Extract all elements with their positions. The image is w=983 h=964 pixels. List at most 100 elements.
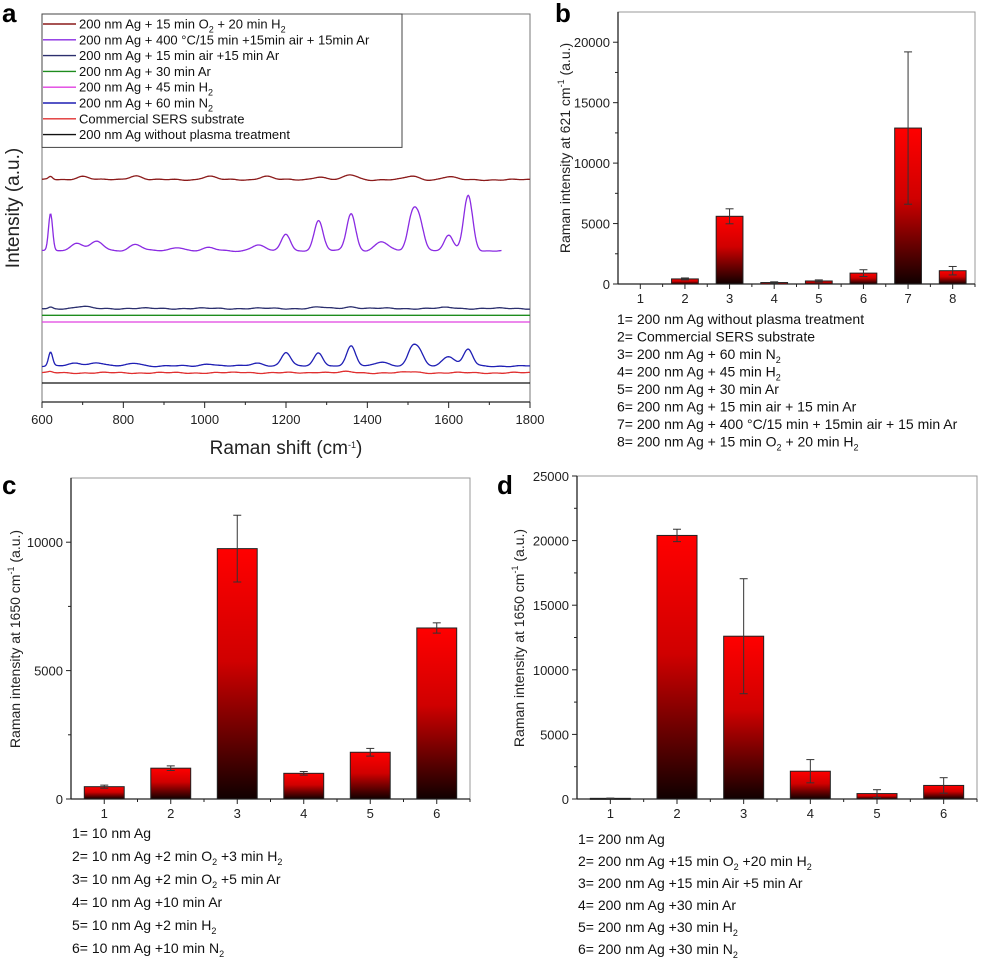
subscript: 2 xyxy=(212,857,217,867)
text-segment: 200 nm Ag + 60 min N xyxy=(79,96,208,111)
text-segment: 200 nm Ag + 30 min Ar xyxy=(79,64,212,79)
x-tick-label: 1800 xyxy=(516,412,545,427)
text-segment: 1= 200 nm Ag without plasma treatment xyxy=(617,311,864,327)
text-segment: 2= 200 nm Ag +15 min O xyxy=(578,853,734,869)
text-segment: 5= 10 nm Ag +2 min H xyxy=(72,917,211,933)
y-tick-label: 20000 xyxy=(574,35,610,50)
category-key-item: 5= 10 nm Ag +2 min H2 xyxy=(72,917,216,936)
y-tick-label: 20000 xyxy=(533,534,569,549)
text-segment: 200 nm Ag + 400 °C/15 min +15min air + 1… xyxy=(79,32,370,47)
x-tick-label: 8 xyxy=(949,291,956,306)
subscript: 2 xyxy=(209,25,214,35)
x-tick-label: 3 xyxy=(726,291,733,306)
superscript: -1 xyxy=(556,79,566,87)
x-tick-label: 800 xyxy=(112,412,134,427)
subscript: 2 xyxy=(281,25,286,35)
text-segment: 2= 10 nm Ag +2 min O xyxy=(72,848,212,864)
text-segment: 5= 200 nm Ag + 30 min Ar xyxy=(617,381,779,397)
subscript: 2 xyxy=(777,443,782,453)
x-tick-label: 6 xyxy=(940,806,947,821)
x-tick-label: 1400 xyxy=(353,412,382,427)
y-tick-label: 5000 xyxy=(581,217,610,232)
x-tick-label: 1000 xyxy=(190,412,219,427)
category-key-item: 3= 200 nm Ag + 60 min N2 xyxy=(617,346,781,365)
subscript: 2 xyxy=(211,926,216,936)
text-segment: +3 min H xyxy=(217,848,277,864)
bar-5 xyxy=(349,751,391,800)
y-axis-title: Raman intensity at 1650 cm-1 (a.u.) xyxy=(510,529,527,747)
bar-2 xyxy=(150,767,192,800)
x-tick-label: 1200 xyxy=(272,412,301,427)
y-tick-label: 5000 xyxy=(34,664,63,679)
y-tick-label: 10000 xyxy=(27,535,63,550)
y-tick-label: 15000 xyxy=(533,598,569,613)
superscript: -1 xyxy=(348,440,356,450)
text-segment: +5 min Ar xyxy=(217,871,281,887)
text-segment: + 20 min H xyxy=(214,17,281,32)
panel-a-raman-spectra: 600 800 1000 1200 1400 1600 1800 Raman shift (c… xyxy=(3,13,545,459)
x-tick-label: 6 xyxy=(860,291,867,306)
subscript: 2 xyxy=(733,950,738,960)
legend-entry: 200 nm Ag without plasma treatment xyxy=(79,127,290,142)
bar-6 xyxy=(416,627,458,800)
subscript: 2 xyxy=(734,862,739,872)
text-segment: 3= 200 nm Ag +15 min Air +5 min Ar xyxy=(578,875,803,891)
subscript: 2 xyxy=(854,443,859,453)
x-tick-label: 2 xyxy=(681,291,688,306)
subscript: 2 xyxy=(208,104,213,114)
subscript: 2 xyxy=(776,373,781,383)
x-tick-label: 3 xyxy=(234,806,241,821)
text-segment: 200 nm Ag + 45 min H xyxy=(79,80,208,95)
x-axis-title: Raman shift (cm-1) xyxy=(210,438,363,459)
subscript: 2 xyxy=(277,857,282,867)
text-segment: +20 min H xyxy=(739,853,807,869)
subscript: 2 xyxy=(208,88,213,98)
category-key-item: 4= 200 nm Ag +30 min Ar xyxy=(578,897,736,913)
category-key-item: 6= 10 nm Ag +10 min N2 xyxy=(72,940,224,959)
legend-entry: Commercial SERS substrate xyxy=(79,111,244,126)
text-segment: (a.u.) xyxy=(7,530,23,567)
category-key-item: 3= 10 nm Ag +2 min O2 +5 min Ar xyxy=(72,871,281,890)
panel-c-bar-chart: 0 5000 10000 1 2 3 4 5 6 Raman intensity at 1650 … xyxy=(6,477,471,959)
text-segment: Raman intensity at 1650 cm xyxy=(511,574,527,748)
y-axis-title: Raman intensity at 1650 cm-1 (a.u.) xyxy=(6,530,23,748)
x-tick-label: 3 xyxy=(740,806,747,821)
text-segment: Raman intensity at 1650 cm xyxy=(7,575,23,749)
text-segment: 1= 200 nm Ag xyxy=(578,831,665,847)
x-tick-label: 1 xyxy=(607,806,614,821)
x-tick-label: 6 xyxy=(433,806,440,821)
x-tick-label: 2 xyxy=(167,806,174,821)
category-key-item: 6= 200 nm Ag +30 min N2 xyxy=(578,941,738,960)
panel-letter-b: b xyxy=(555,0,571,28)
spectrum-line xyxy=(42,343,530,368)
bar-3 xyxy=(715,215,744,285)
subscript: 2 xyxy=(776,355,781,365)
x-tick-label: 5 xyxy=(815,291,822,306)
legend-entry: 200 nm Ag + 15 min air +15 min Ar xyxy=(79,48,280,63)
legend-box xyxy=(41,13,403,148)
bar-3 xyxy=(216,548,258,800)
subscript: 2 xyxy=(807,862,812,872)
text-segment: 4= 200 nm Ag +30 min Ar xyxy=(578,897,736,913)
x-tick-label: 1 xyxy=(637,291,644,306)
legend-entry: 200 nm Ag + 15 min O2 + 20 min H2 xyxy=(79,17,286,35)
y-tick-label: 10000 xyxy=(574,156,610,171)
text-segment: ) xyxy=(356,438,362,459)
category-key-item: 5= 200 nm Ag +30 min H2 xyxy=(578,919,738,938)
panel-letter-a: a xyxy=(2,0,17,28)
y-tick-label: 25000 xyxy=(533,469,569,484)
text-segment: Commercial SERS substrate xyxy=(79,111,244,126)
spectrum-line xyxy=(41,370,530,375)
x-tick-label: 5 xyxy=(873,806,880,821)
x-tick-label: 4 xyxy=(300,806,307,821)
x-tick-label: 4 xyxy=(807,806,814,821)
spectrum-line xyxy=(42,305,531,310)
category-key-item: 1= 10 nm Ag xyxy=(72,825,151,841)
text-segment: 4= 10 nm Ag +10 min Ar xyxy=(72,894,223,910)
category-key-item: 2= 200 nm Ag +15 min O2 +20 min H2 xyxy=(578,853,812,872)
x-tick-label: 1600 xyxy=(434,412,463,427)
y-tick-label: 15000 xyxy=(574,96,610,111)
bar-2 xyxy=(656,534,698,800)
text-segment: 4= 200 nm Ag + 45 min H xyxy=(617,364,776,380)
